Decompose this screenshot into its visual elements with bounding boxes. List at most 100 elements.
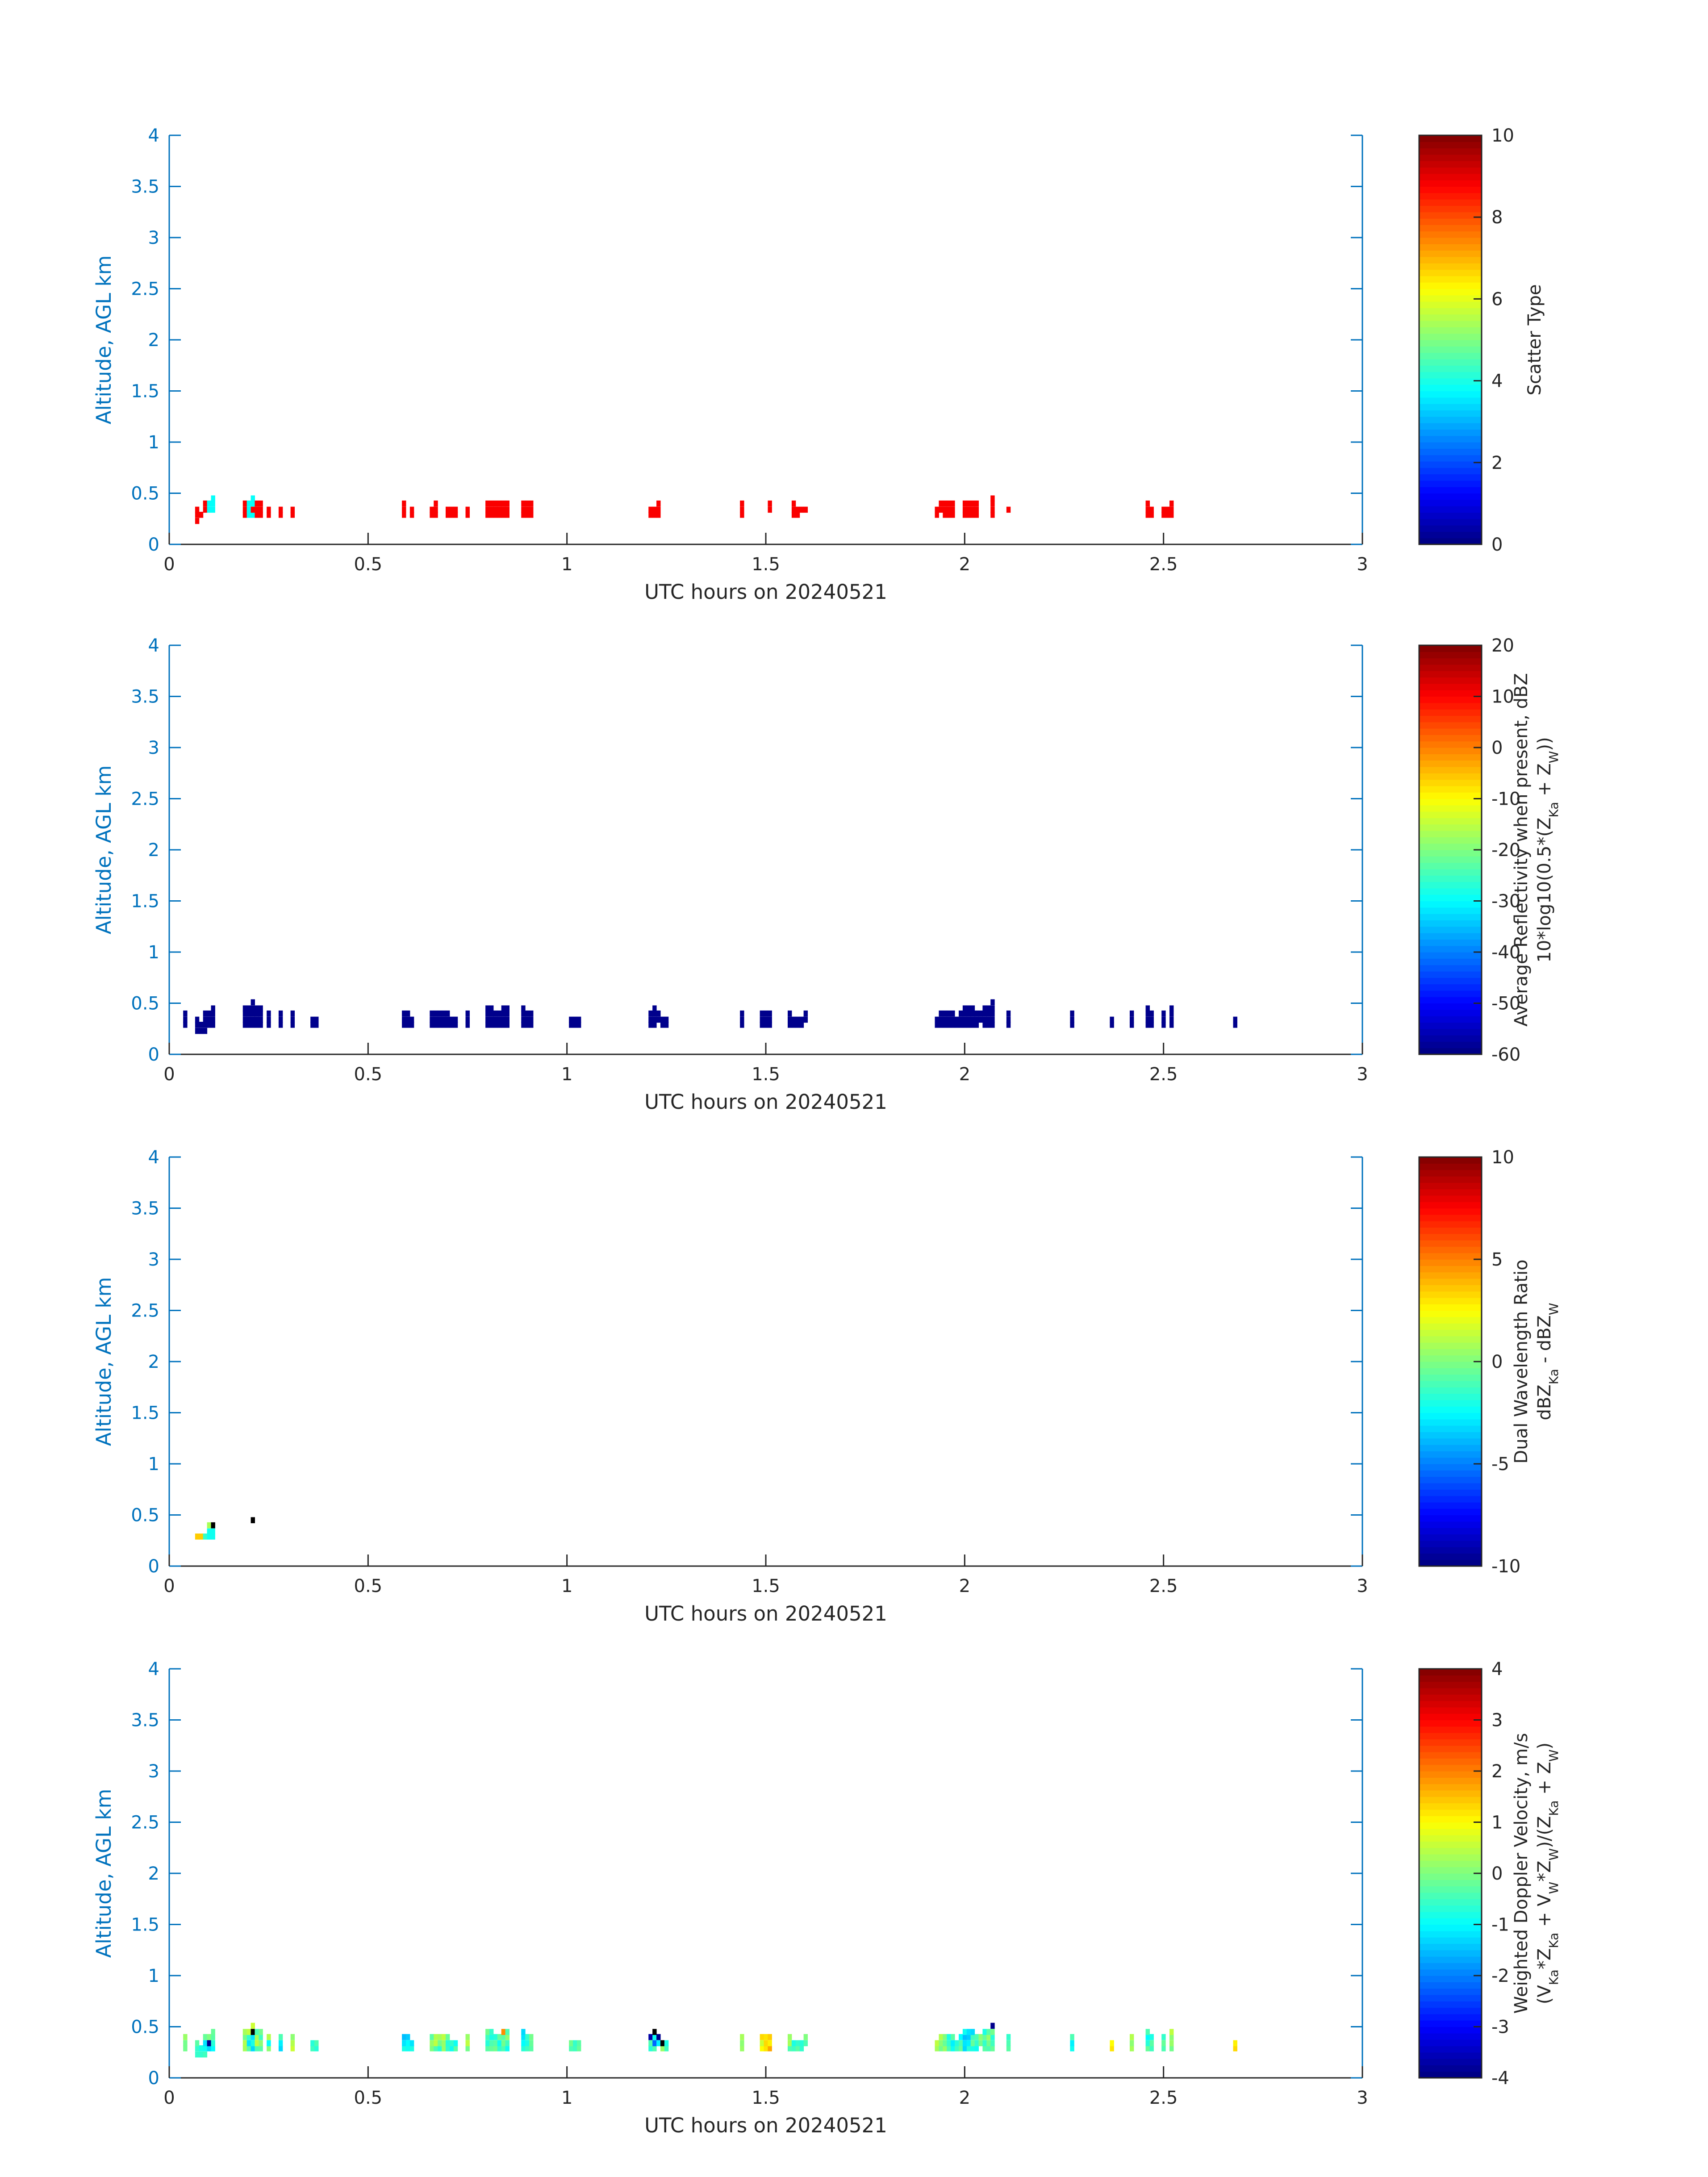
colorbar-tick-label: 2 — [1491, 1761, 1503, 1782]
heatmap-cell — [1169, 2034, 1174, 2040]
colorbar-segment — [1419, 1432, 1482, 1439]
heatmap-cell — [203, 1010, 208, 1017]
heatmap-cell — [446, 2034, 450, 2040]
heatmap-cell — [787, 1016, 792, 1023]
heatmap-cell — [278, 506, 283, 513]
heatmap-cell — [255, 2029, 259, 2035]
heatmap-cell — [449, 2045, 454, 2052]
heatmap-cell — [449, 1022, 454, 1028]
colorbar-segment — [1419, 933, 1482, 940]
y-tick-label: 1 — [148, 1966, 159, 1986]
heatmap-cell — [203, 2045, 208, 2052]
heatmap-cell — [569, 1022, 573, 1028]
heatmap-cell — [497, 500, 502, 507]
heatmap-cell — [314, 1016, 319, 1023]
heatmap-cell — [576, 1022, 581, 1028]
heatmap-cell — [402, 512, 406, 518]
plot-area — [169, 135, 1362, 544]
heatmap-cell — [939, 2040, 943, 2047]
heatmap-cell — [402, 2045, 406, 2052]
heatmap-cell — [966, 1010, 971, 1017]
heatmap-cell — [195, 518, 200, 524]
heatmap-cell — [430, 2034, 434, 2040]
heatmap-cell — [251, 500, 255, 507]
heatmap-cell — [525, 506, 530, 513]
heatmap-cell — [207, 1016, 212, 1023]
heatmap-cell — [442, 1022, 446, 1028]
colorbar-segment — [1419, 1508, 1482, 1516]
heatmap-cell — [310, 1016, 315, 1023]
colorbar-segment — [1419, 1688, 1482, 1695]
y-tick-label: 3 — [148, 1761, 159, 1782]
heatmap-cell — [990, 1016, 995, 1023]
heatmap-cell — [409, 2045, 414, 2052]
colorbar-segment — [1419, 748, 1482, 754]
heatmap-cell — [183, 2040, 188, 2047]
heatmap-cell — [947, 500, 951, 507]
heatmap-cell — [211, 495, 215, 501]
heatmap-cell — [947, 1022, 951, 1028]
heatmap-cell — [1169, 1010, 1174, 1017]
heatmap-cell — [501, 500, 506, 507]
heatmap-cell — [648, 506, 653, 513]
colorbar-segment — [1419, 984, 1482, 991]
colorbar-segment — [1419, 1342, 1482, 1349]
colorbar-tick-label: 10 — [1491, 1147, 1514, 1168]
heatmap-cell — [430, 506, 434, 513]
x-tick-label: 2.5 — [1149, 554, 1178, 575]
colorbar-segment — [1419, 677, 1482, 684]
heatmap-cell — [183, 2045, 188, 2052]
colorbar-segment — [1419, 288, 1482, 296]
heatmap-cell — [1233, 1022, 1237, 1028]
colorbar-segment — [1419, 1918, 1482, 1925]
colorbar-segment — [1419, 843, 1482, 850]
colorbar-segment — [1419, 1790, 1482, 1797]
heatmap-cell — [246, 2029, 251, 2035]
heatmap-cell — [211, 2040, 215, 2047]
heatmap-cell — [951, 512, 955, 518]
heatmap-cell — [485, 1005, 490, 1011]
x-tick-label: 0 — [163, 2088, 175, 2108]
heatmap-cell — [982, 1022, 987, 1028]
heatmap-cell — [409, 506, 414, 513]
colorbar-segment — [1419, 2033, 1482, 2040]
heatmap-cell — [525, 2034, 530, 2040]
colorbar-segment — [1419, 244, 1482, 251]
heatmap-cells — [195, 1517, 255, 1540]
colorbar-segment — [1419, 1694, 1482, 1701]
heatmap-cell — [947, 1010, 951, 1017]
heatmap-cell — [449, 506, 454, 513]
heatmap-cell — [791, 506, 796, 513]
heatmap-cell — [497, 2034, 502, 2040]
colorbar-segment — [1419, 1835, 1482, 1842]
heatmap-cell — [664, 2045, 669, 2052]
heatmap-cell — [493, 2040, 498, 2047]
x-tick-label: 2 — [959, 1576, 970, 1596]
heatmap-cell — [255, 1022, 259, 1028]
colorbar-segment — [1419, 1540, 1482, 1547]
heatmap-cell — [246, 500, 251, 507]
heatmap-cell — [485, 512, 490, 518]
heatmap-cell — [267, 506, 271, 513]
heatmap-cell — [986, 2034, 991, 2040]
heatmap-cell — [290, 506, 295, 513]
heatmap-cell — [505, 512, 510, 518]
heatmap-cell — [310, 2045, 315, 2052]
heatmap-cell — [434, 1010, 438, 1017]
x-tick-label: 0.5 — [354, 1064, 383, 1085]
heatmap-cell — [259, 1005, 263, 1011]
heatmap-cell — [1149, 512, 1154, 518]
colorbar-segment — [1419, 914, 1482, 921]
heatmap-cell — [493, 2034, 498, 2040]
heatmap-cell — [207, 2045, 212, 2052]
heatmap-cell — [573, 2040, 577, 2047]
heatmap-cell — [656, 512, 661, 518]
heatmap-cell — [446, 2045, 450, 2052]
colorbar-segment — [1419, 1905, 1482, 1912]
heatmap-cell — [764, 2045, 768, 2052]
heatmap-cell — [442, 1016, 446, 1023]
heatmap-cell — [489, 1016, 494, 1023]
heatmap-cell — [943, 2034, 947, 2040]
heatmap-cell — [211, 1522, 215, 1529]
colorbar-segment — [1419, 965, 1482, 972]
